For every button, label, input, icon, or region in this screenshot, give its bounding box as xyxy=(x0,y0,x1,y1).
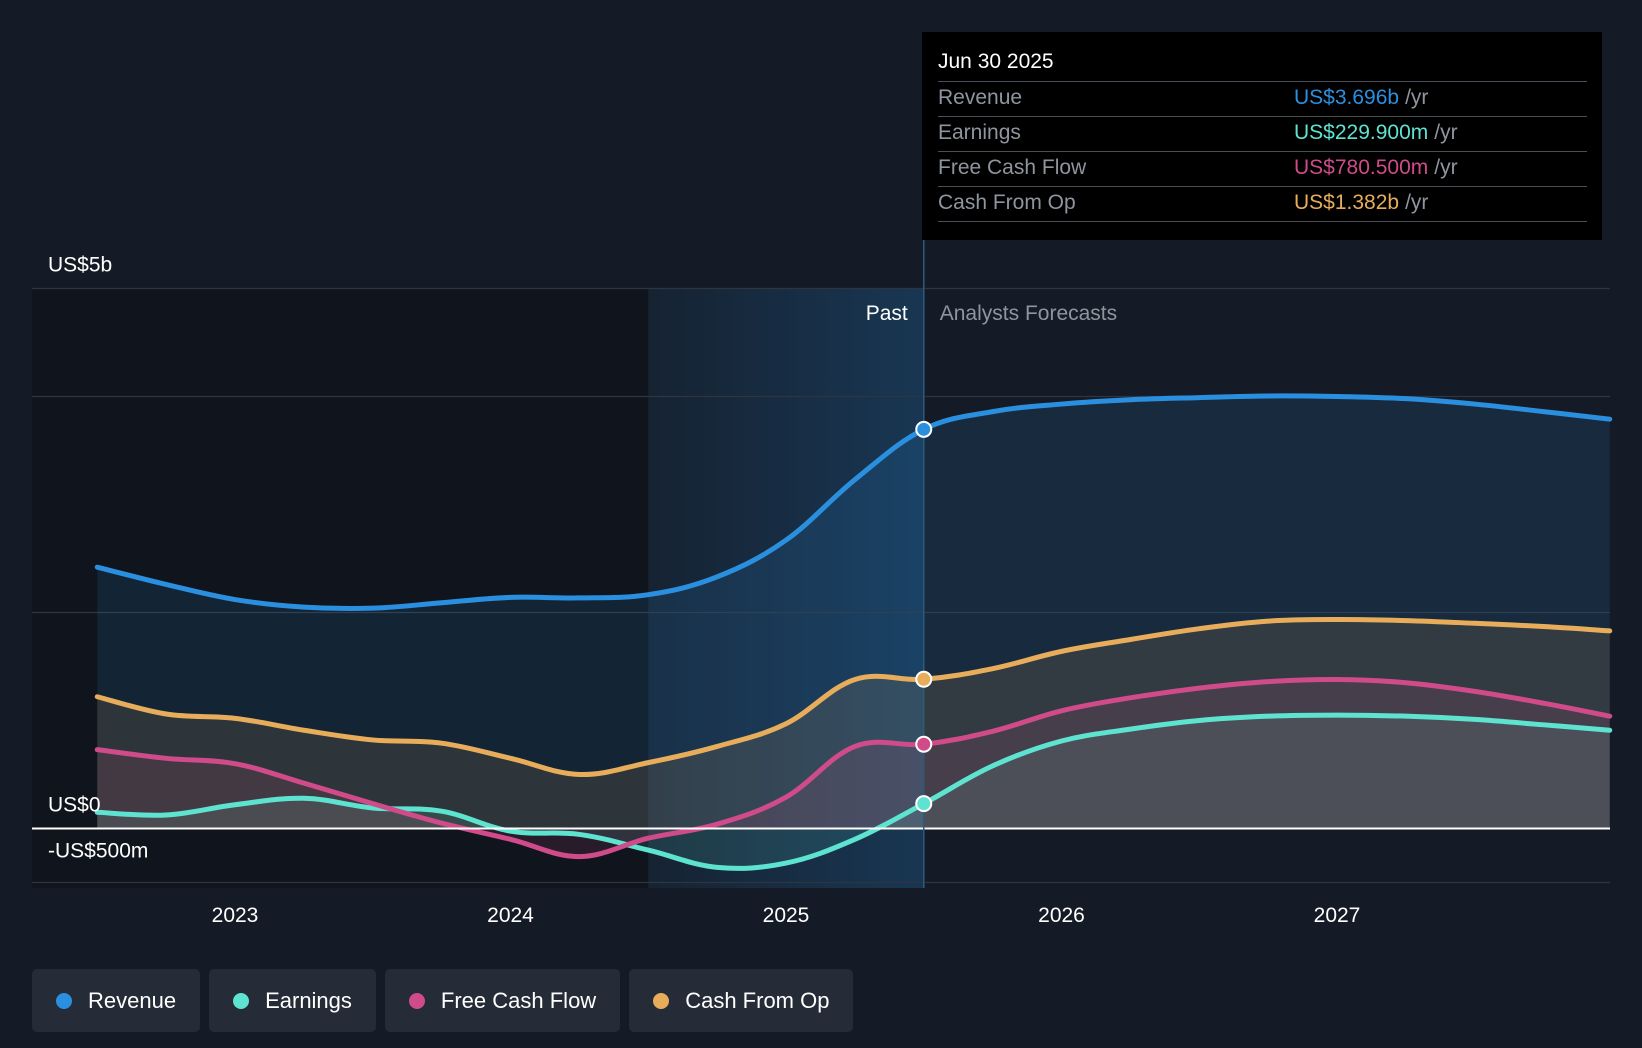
tooltip-date: Jun 30 2025 xyxy=(938,50,1054,73)
tooltip-label: Earnings xyxy=(938,121,1021,144)
tooltip: Jun 30 2025 Revenue US$3.696b/yr Earning… xyxy=(922,32,1602,240)
cash-from-op-dot-icon xyxy=(653,992,670,1009)
tooltip-row-free-cash-flow: Free Cash Flow US$780.500m/yr xyxy=(938,151,1587,186)
legend-item-free-cash-flow[interactable]: Free Cash Flow xyxy=(384,969,621,1032)
series-lines xyxy=(94,393,1613,871)
x-tick-label: 2027 xyxy=(1314,904,1361,927)
marker-cash-from-op xyxy=(915,670,933,688)
legend-item-cash-from-op[interactable]: Cash From Op xyxy=(629,969,854,1032)
y-tick-label: US$0 xyxy=(48,794,101,817)
tooltip-label: Revenue xyxy=(938,86,1023,109)
y-axis-labels: US$5b US$0 -US$500m xyxy=(48,254,148,863)
past-label: Past xyxy=(866,302,908,325)
y-tick-label: US$5b xyxy=(48,254,112,277)
line-free-cash-flow xyxy=(94,676,1613,860)
x-tick-label: 2023 xyxy=(212,904,259,927)
earnings-dot-icon xyxy=(233,992,250,1009)
x-tick-label: 2025 xyxy=(763,904,810,927)
tooltip-value: US$780.500m/yr xyxy=(1294,156,1458,179)
area-earnings xyxy=(97,715,1610,869)
legend-label: Cash From Op xyxy=(685,987,830,1013)
area-cash-from-op xyxy=(97,619,1610,829)
tooltip-row-earnings: Earnings US$229.900m/yr xyxy=(938,116,1587,151)
legend-item-earnings[interactable]: Earnings xyxy=(209,969,376,1032)
tooltip-value: US$1.382b/yr xyxy=(1294,191,1429,214)
tooltip-value: US$229.900m/yr xyxy=(1294,121,1458,144)
forecast-label: Analysts Forecasts xyxy=(940,302,1117,325)
marker-earnings xyxy=(915,795,933,813)
y-tick-label: -US$500m xyxy=(48,840,148,863)
past-highlight xyxy=(648,288,924,888)
marker-revenue xyxy=(915,420,933,438)
tooltip-row-cash-from-op: Cash From Op US$1.382b/yr xyxy=(938,186,1587,222)
revenue-dot-icon xyxy=(56,992,72,1009)
legend-label: Revenue xyxy=(88,987,177,1013)
free-cash-flow-dot-icon xyxy=(408,992,425,1009)
legend-label: Free Cash Flow xyxy=(440,987,597,1013)
legend-label: Earnings xyxy=(265,987,352,1013)
legend-item-revenue[interactable]: Revenue xyxy=(32,969,201,1032)
legend: Revenue Earnings Free Cash Flow Cash Fro… xyxy=(32,969,854,1032)
marker-free-cash-flow xyxy=(915,735,933,753)
past-region-dark xyxy=(32,288,649,888)
tooltip-label: Cash From Op xyxy=(938,191,1076,214)
tooltip-label: Free Cash Flow xyxy=(938,156,1087,179)
tooltip-row-revenue: Revenue US$3.696b/yr xyxy=(938,81,1587,116)
line-revenue xyxy=(94,393,1613,612)
x-tick-label: 2026 xyxy=(1038,904,1085,927)
x-axis-labels: 2023 2024 2025 2026 2027 xyxy=(212,904,1361,927)
x-tick-label: 2024 xyxy=(487,904,534,927)
area-free-cash-flow xyxy=(97,679,1610,857)
line-cash-from-op xyxy=(94,617,1613,778)
tooltip-value: US$3.696b/yr xyxy=(1294,86,1429,109)
series-markers xyxy=(915,420,933,813)
line-earnings xyxy=(94,712,1613,871)
